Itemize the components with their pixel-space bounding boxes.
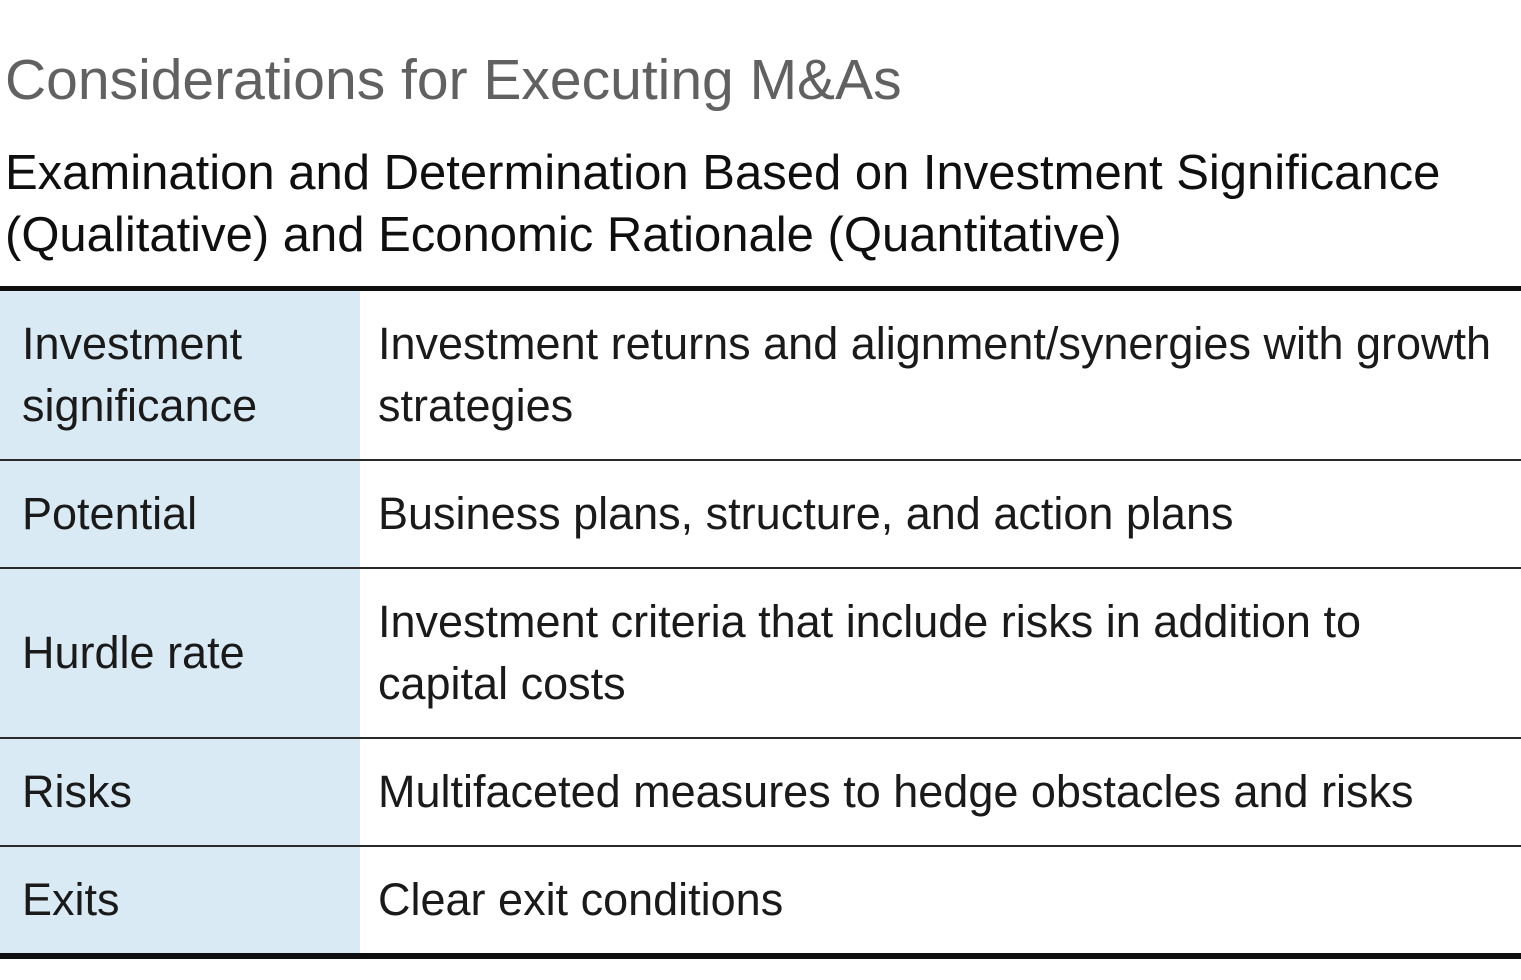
row-label-cell: Hurdle rate xyxy=(0,569,360,737)
section-subtitle: Examination and Determination Based on I… xyxy=(0,142,1521,266)
row-description-cell: Clear exit conditions xyxy=(360,847,1521,953)
table-row-investment-significance: Investment significance Investment retur… xyxy=(0,291,1521,459)
table-row-hurdle-rate: Hurdle rate Investment criteria that inc… xyxy=(0,567,1521,737)
subtitle-line-2: (Qualitative) and Economic Rationale (Qu… xyxy=(5,208,1122,262)
row-label-cell: Risks xyxy=(0,739,360,845)
subtitle-line-1: Examination and Determination Based on I… xyxy=(5,146,1441,200)
row-label-cell: Exits xyxy=(0,847,360,953)
row-description-cell: Multifaceted measures to hedge obstacles… xyxy=(360,739,1521,845)
row-description-cell: Investment returns and alignment/synergi… xyxy=(360,291,1521,459)
row-label-cell: Investment significance xyxy=(0,291,360,459)
row-description-cell: Investment criteria that include risks i… xyxy=(360,569,1521,737)
table-row-exits: Exits Clear exit conditions xyxy=(0,845,1521,953)
considerations-table: Investment significance Investment retur… xyxy=(0,286,1521,959)
table-row-risks: Risks Multifaceted measures to hedge obs… xyxy=(0,737,1521,845)
row-description-cell: Business plans, structure, and action pl… xyxy=(360,461,1521,567)
table-row-potential: Potential Business plans, structure, and… xyxy=(0,459,1521,567)
page-title: Considerations for Executing M&As xyxy=(5,48,902,112)
row-label-cell: Potential xyxy=(0,461,360,567)
